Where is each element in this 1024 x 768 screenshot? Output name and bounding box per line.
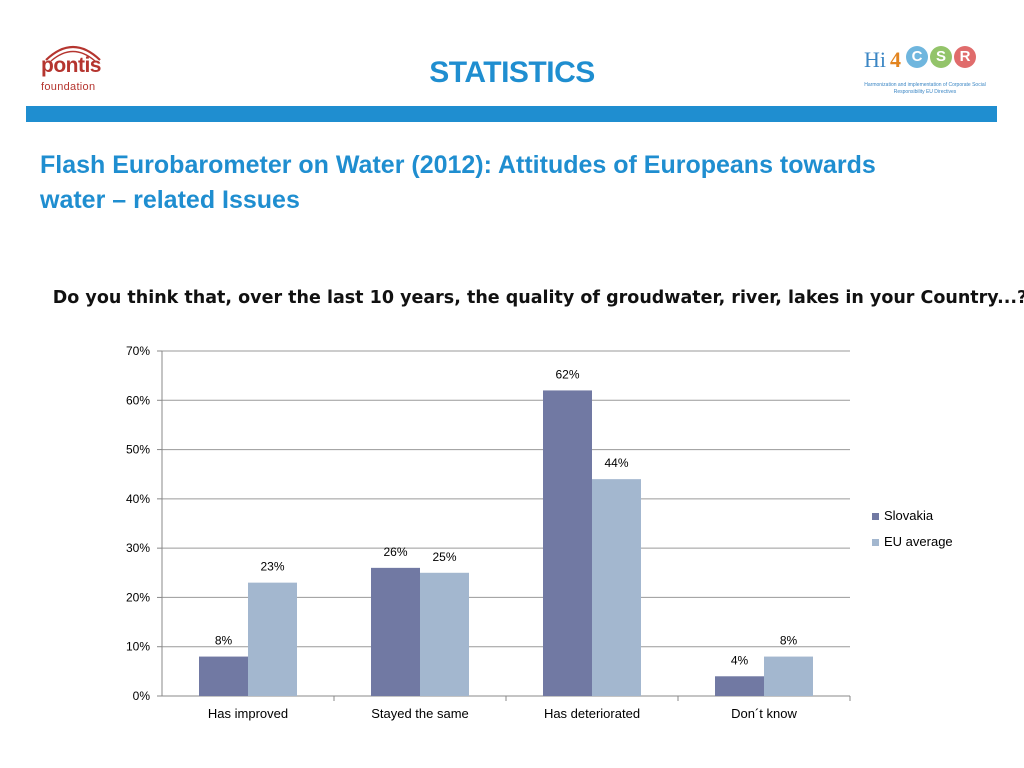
- logo-letter-s: S: [930, 46, 952, 68]
- slide-title: Flash Eurobarometer on Water (2012): Att…: [40, 151, 876, 214]
- bar-slovakia: [371, 567, 420, 696]
- data-label: 44%: [604, 456, 628, 470]
- data-label: 23%: [260, 560, 284, 574]
- logo-tagline: Harmonization and implementation of Corp…: [864, 82, 986, 95]
- y-tick-label: 40%: [126, 492, 150, 506]
- bar-slovakia: [199, 656, 248, 696]
- bar-eu-average: [764, 656, 813, 696]
- data-label: 8%: [215, 634, 233, 648]
- header-divider-bar: [26, 106, 997, 122]
- logo-hi-text: Hi: [864, 47, 886, 72]
- y-tick-label: 0%: [133, 689, 151, 703]
- y-tick-label: 10%: [126, 640, 150, 654]
- y-tick-label: 70%: [126, 344, 150, 358]
- chart-title: Do you think that, over the last 10 year…: [52, 288, 1024, 308]
- bar-slovakia: [543, 390, 592, 696]
- legend-swatch: [872, 539, 879, 546]
- pontis-foundation-logo: pontis foundation: [38, 40, 108, 102]
- header-title: STATISTICS: [429, 56, 595, 89]
- logo-four-text: 4: [890, 47, 901, 72]
- data-label: 25%: [432, 550, 456, 564]
- legend-swatch: [872, 513, 879, 520]
- bar-slovakia: [715, 676, 764, 696]
- category-label: Has improved: [208, 706, 288, 721]
- data-label: 26%: [383, 545, 407, 559]
- bar-eu-average: [420, 572, 469, 696]
- logo-letter-c: C: [906, 46, 928, 68]
- bar-eu-average: [592, 479, 641, 696]
- legend-label: Slovakia: [884, 508, 934, 523]
- hi4csr-logo: Hi 4 C S R Harmonization and implementat…: [862, 42, 987, 104]
- category-label: Stayed the same: [371, 706, 469, 721]
- y-tick-label: 60%: [126, 393, 150, 407]
- legend-label: EU average: [884, 534, 953, 549]
- y-tick-label: 20%: [126, 590, 150, 604]
- logo-letter-r: R: [954, 46, 976, 68]
- logo-sub-text: foundation: [41, 81, 96, 93]
- data-label: 8%: [780, 634, 798, 648]
- data-label: 62%: [555, 367, 579, 381]
- y-tick-label: 30%: [126, 541, 150, 555]
- logo-brand-text: pontis: [41, 54, 102, 77]
- logo-arc-icon: [45, 46, 101, 62]
- bar-eu-average: [248, 582, 297, 696]
- data-label: 4%: [731, 653, 749, 667]
- y-tick-label: 50%: [126, 443, 150, 457]
- category-label: Has deteriorated: [544, 706, 640, 721]
- category-label: Don´t know: [731, 706, 797, 721]
